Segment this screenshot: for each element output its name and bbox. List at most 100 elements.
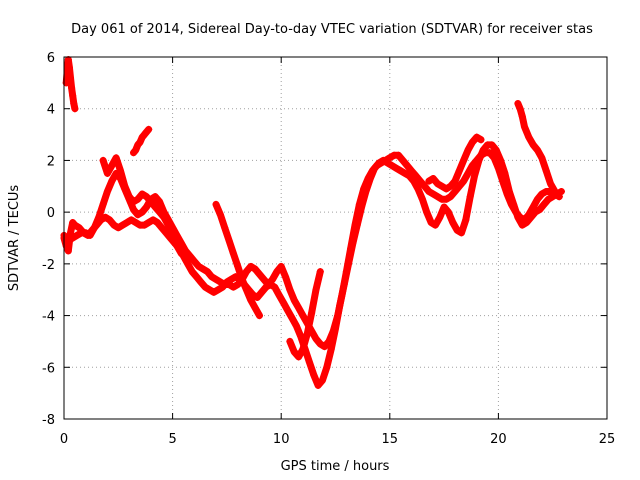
data-point bbox=[449, 218, 457, 226]
data-point bbox=[386, 154, 394, 162]
data-point bbox=[234, 262, 242, 270]
data-point bbox=[516, 105, 524, 113]
data-point bbox=[203, 268, 211, 276]
data-point bbox=[499, 177, 507, 185]
series-band bbox=[60, 141, 565, 389]
data-point bbox=[149, 216, 157, 224]
data-point bbox=[418, 195, 426, 203]
data-point bbox=[468, 138, 476, 146]
data-point bbox=[114, 224, 122, 232]
data-point bbox=[177, 250, 185, 258]
data-point bbox=[547, 180, 555, 188]
data-point bbox=[269, 275, 277, 283]
data-point bbox=[299, 312, 307, 320]
data-point bbox=[138, 190, 146, 198]
data-point bbox=[201, 283, 209, 291]
data-point bbox=[121, 182, 129, 190]
data-point bbox=[425, 187, 433, 195]
data-point bbox=[229, 250, 237, 258]
data-point bbox=[271, 283, 279, 291]
y-tick-label: 2 bbox=[47, 154, 55, 169]
data-point bbox=[492, 146, 500, 154]
data-point bbox=[473, 133, 481, 141]
data-point bbox=[253, 293, 261, 301]
data-point bbox=[381, 156, 389, 164]
data-series bbox=[60, 56, 565, 389]
data-point bbox=[164, 221, 172, 229]
data-point bbox=[464, 169, 472, 177]
data-point bbox=[555, 193, 563, 201]
data-point bbox=[64, 237, 72, 245]
data-point bbox=[431, 221, 439, 229]
data-point bbox=[342, 268, 350, 276]
data-point bbox=[525, 211, 533, 219]
data-point bbox=[477, 151, 485, 159]
data-point bbox=[460, 177, 468, 185]
data-point bbox=[516, 213, 524, 221]
data-point bbox=[190, 257, 198, 265]
data-point bbox=[229, 283, 237, 291]
data-point bbox=[242, 286, 250, 294]
data-point bbox=[303, 330, 311, 338]
data-point bbox=[512, 208, 520, 216]
data-point bbox=[314, 381, 322, 389]
x-tick-label: 15 bbox=[382, 432, 399, 447]
data-point bbox=[206, 286, 214, 294]
series-track-d bbox=[99, 154, 185, 258]
data-point bbox=[388, 162, 396, 170]
data-point bbox=[71, 221, 79, 229]
data-point bbox=[540, 200, 548, 208]
data-point bbox=[316, 340, 324, 348]
data-point bbox=[295, 304, 303, 312]
grid-lines bbox=[64, 57, 607, 419]
data-point bbox=[186, 252, 194, 260]
data-point bbox=[247, 296, 255, 304]
data-point bbox=[73, 231, 81, 239]
data-point bbox=[282, 273, 290, 281]
data-point bbox=[429, 190, 437, 198]
data-point bbox=[255, 270, 263, 278]
data-point bbox=[529, 203, 537, 211]
data-point bbox=[436, 213, 444, 221]
data-point bbox=[347, 244, 355, 252]
series-track-a bbox=[60, 141, 565, 389]
data-point bbox=[290, 296, 298, 304]
x-tick-label: 5 bbox=[168, 432, 176, 447]
data-point bbox=[99, 200, 107, 208]
data-point bbox=[173, 242, 181, 250]
data-point bbox=[225, 237, 233, 245]
data-point bbox=[234, 281, 242, 289]
data-point bbox=[106, 216, 114, 224]
y-tick-label: 0 bbox=[47, 206, 55, 221]
data-point bbox=[64, 247, 72, 255]
data-point bbox=[377, 159, 385, 167]
data-point bbox=[455, 167, 463, 175]
data-point bbox=[394, 151, 402, 159]
data-point bbox=[316, 268, 324, 276]
data-point bbox=[279, 299, 287, 307]
data-point bbox=[130, 198, 138, 206]
data-point bbox=[251, 265, 259, 273]
data-point bbox=[460, 156, 468, 164]
data-point bbox=[136, 138, 144, 146]
y-tick-label: -2 bbox=[42, 258, 55, 273]
y-tick-label: 4 bbox=[47, 103, 55, 118]
data-point bbox=[127, 216, 135, 224]
data-point bbox=[392, 164, 400, 172]
data-point bbox=[544, 195, 552, 203]
data-point bbox=[397, 167, 405, 175]
data-point bbox=[468, 162, 476, 170]
data-point bbox=[286, 337, 294, 345]
data-point bbox=[134, 195, 142, 203]
data-point bbox=[373, 162, 381, 170]
data-point bbox=[112, 154, 120, 162]
data-point bbox=[210, 288, 218, 296]
data-point bbox=[101, 213, 109, 221]
data-point bbox=[184, 260, 192, 268]
data-point bbox=[308, 309, 316, 317]
data-point bbox=[151, 193, 159, 201]
data-point bbox=[325, 337, 333, 345]
series-track-h bbox=[514, 100, 563, 201]
y-tick-label: -4 bbox=[42, 310, 55, 325]
data-point bbox=[455, 182, 463, 190]
